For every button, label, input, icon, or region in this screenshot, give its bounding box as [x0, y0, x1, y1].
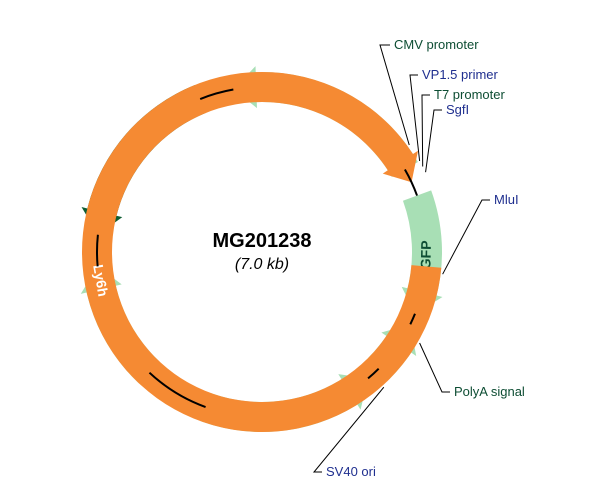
arc-label-gfp: GFP	[417, 240, 433, 269]
pointer-polya_lbl	[420, 343, 450, 392]
label-mlui: MluI	[494, 192, 519, 207]
label-polya_lbl: PolyA signal	[454, 384, 525, 399]
label-cmv_lbl: CMV promoter	[394, 37, 479, 52]
plasmid-size: (7.0 kb)	[162, 256, 362, 274]
label-sgfi: SgfI	[446, 102, 469, 117]
plasmid-map: AmpColE1NeoGFPLy6h MG201238 (7.0 kb) CMV…	[0, 0, 600, 504]
pointer-vp15	[410, 75, 420, 161]
pointer-mlui	[443, 200, 490, 274]
label-sv40: SV40 ori	[326, 464, 376, 479]
label-vp15: VP1.5 primer	[422, 67, 498, 82]
pointer-sgfi	[426, 110, 442, 172]
pointer-t7	[422, 95, 430, 167]
label-t7: T7 promoter	[434, 87, 505, 102]
plasmid-name: MG201238	[162, 230, 362, 253]
backbone-seg-1	[97, 235, 98, 267]
